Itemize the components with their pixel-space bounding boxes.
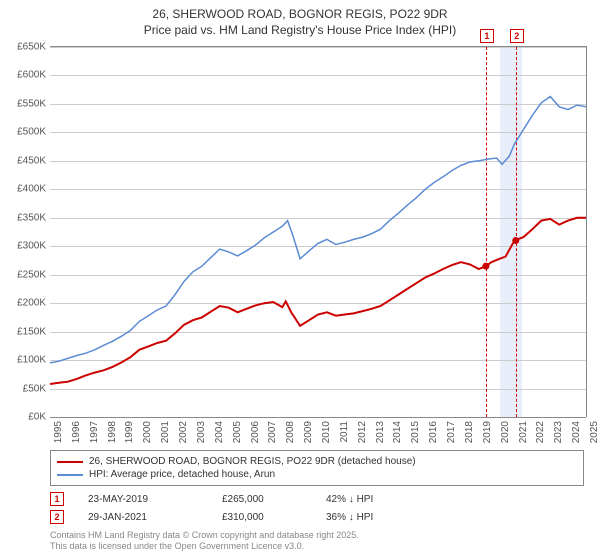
sales-row-pct: 42% ↓ HPI [326,494,416,505]
y-axis-label: £0K [4,412,46,423]
legend-swatch [57,474,83,476]
legend-row: 26, SHERWOOD ROAD, BOGNOR REGIS, PO22 9D… [57,455,577,468]
y-axis-label: £150K [4,326,46,337]
y-axis-label: £500K [4,127,46,138]
x-axis-label: 2004 [214,421,225,443]
sales-row-date: 23-MAY-2019 [88,494,198,505]
sales-row: 1 23-MAY-2019 £265,000 42% ↓ HPI [50,490,416,508]
y-axis-label: £50K [4,383,46,394]
footer-line2: This data is licensed under the Open Gov… [50,541,359,552]
x-axis-label: 2022 [535,421,546,443]
gridline-h [50,417,586,418]
footer-line1: Contains HM Land Registry data © Crown c… [50,530,359,541]
x-axis-label: 2019 [482,421,493,443]
chart-area: £0K£50K£100K£150K£200K£250K£300K£350K£40… [50,46,587,417]
sale-marker-number: 1 [480,29,494,43]
x-axis-label: 2025 [589,421,600,443]
x-axis-label: 2020 [500,421,511,443]
x-axis-label: 2024 [571,421,582,443]
legend-box: 26, SHERWOOD ROAD, BOGNOR REGIS, PO22 9D… [50,450,584,486]
sales-row-date: 29-JAN-2021 [88,512,198,523]
x-axis-label: 1995 [53,421,64,443]
x-axis-label: 2002 [178,421,189,443]
x-axis-label: 1996 [71,421,82,443]
sales-row-pct: 36% ↓ HPI [326,512,416,523]
chart-container: 26, SHERWOOD ROAD, BOGNOR REGIS, PO22 9D… [0,0,600,560]
sale-dot [512,237,519,244]
y-axis-label: £100K [4,355,46,366]
sale-dot [482,263,489,270]
x-axis-label: 2013 [375,421,386,443]
sales-row: 2 29-JAN-2021 £310,000 36% ↓ HPI [50,508,416,526]
sales-row-price: £310,000 [222,512,302,523]
legend-row: HPI: Average price, detached house, Arun [57,468,577,481]
y-axis-label: £650K [4,42,46,53]
title-line1: 26, SHERWOOD ROAD, BOGNOR REGIS, PO22 9D… [0,6,600,22]
x-axis-label: 1998 [107,421,118,443]
x-axis-label: 2005 [232,421,243,443]
y-axis-label: £400K [4,184,46,195]
x-axis-label: 2000 [142,421,153,443]
x-axis-label: 2014 [392,421,403,443]
y-axis-label: £600K [4,70,46,81]
x-axis-label: 2007 [267,421,278,443]
x-axis-label: 2012 [357,421,368,443]
legend-label: HPI: Average price, detached house, Arun [89,469,275,480]
y-axis-label: £550K [4,98,46,109]
x-axis-label: 2001 [160,421,171,443]
legend-swatch [57,461,83,463]
y-axis-label: £250K [4,269,46,280]
plot-svg [50,47,586,417]
sales-row-number: 1 [50,492,64,506]
series-line-hpi [50,97,586,363]
footer: Contains HM Land Registry data © Crown c… [50,530,359,553]
y-axis-label: £300K [4,241,46,252]
sales-row-number: 2 [50,510,64,524]
x-axis-label: 2003 [196,421,207,443]
x-axis-label: 2006 [250,421,261,443]
legend-label: 26, SHERWOOD ROAD, BOGNOR REGIS, PO22 9D… [89,456,416,467]
x-axis-label: 2017 [446,421,457,443]
x-axis-label: 2018 [464,421,475,443]
x-axis-label: 2009 [303,421,314,443]
y-axis-label: £200K [4,298,46,309]
x-axis-label: 2016 [428,421,439,443]
sales-row-price: £265,000 [222,494,302,505]
x-axis-label: 1999 [124,421,135,443]
x-axis-label: 2010 [321,421,332,443]
x-axis-label: 1997 [89,421,100,443]
sale-marker-number: 2 [510,29,524,43]
x-axis-label: 2008 [285,421,296,443]
x-axis-label: 2011 [339,421,350,443]
y-axis-label: £450K [4,155,46,166]
sales-table: 1 23-MAY-2019 £265,000 42% ↓ HPI 2 29-JAN-202… [50,490,416,526]
x-axis-label: 2015 [410,421,421,443]
x-axis-label: 2021 [518,421,529,443]
x-axis-label: 2023 [553,421,564,443]
y-axis-label: £350K [4,212,46,223]
